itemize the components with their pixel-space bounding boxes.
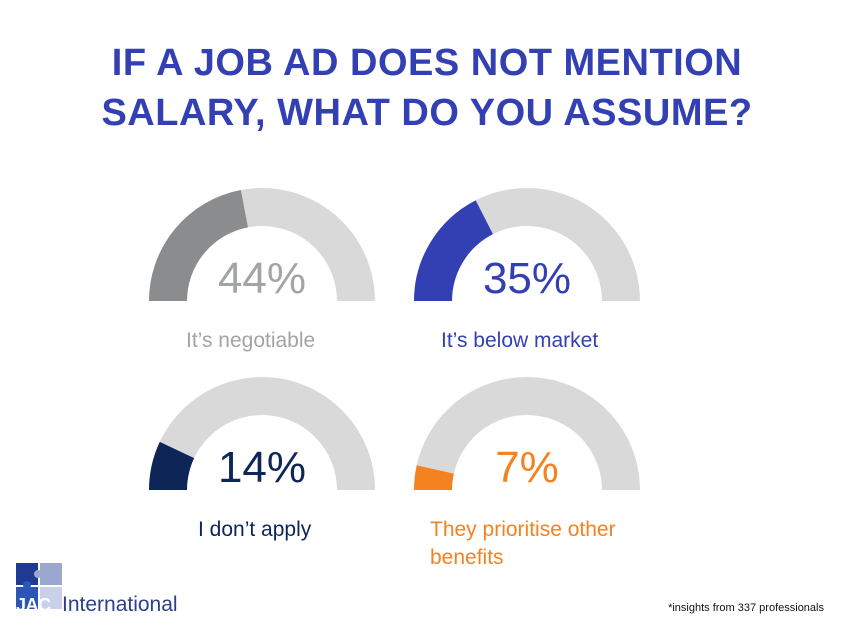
gauge-value-label: 35% [483, 254, 571, 303]
logo-name: International [62, 593, 178, 616]
gauge-value-arc [149, 441, 195, 491]
chart-title: IF A JOB AD DOES NOT MENTION SALARY, WHA… [0, 38, 854, 138]
gauge-value-arc [149, 190, 249, 302]
footnote: *insights from 337 professionals [668, 602, 824, 614]
gauge-label-other-benefits: They prioritise other benefits [430, 518, 616, 569]
gauge-value-label: 14% [218, 443, 306, 492]
gauge-value-label: 7% [495, 443, 559, 492]
gauge-value-arc [414, 465, 454, 491]
gauge-label-below-market: It’s below market [441, 329, 599, 352]
gauge-label-dont-apply: I don’t apply [198, 518, 312, 541]
gauge-track [414, 377, 640, 491]
gauge-value-label: 44% [218, 254, 306, 303]
puzzle-logo-icon [16, 563, 62, 609]
logo-mark: JAC [16, 595, 51, 615]
title-line-2: SALARY, WHAT DO YOU ASSUME? [101, 92, 753, 134]
gauge-label-negotiable: It’s negotiable [186, 329, 316, 352]
jac-international-logo: JAC International [14, 561, 204, 623]
gauge-track [149, 377, 375, 491]
gauge-0: 44% [149, 188, 375, 303]
gauge-value-arc [414, 200, 494, 302]
gauge-2: 14% [149, 377, 375, 492]
title-line-1: IF A JOB AD DOES NOT MENTION [111, 42, 743, 84]
gauge-1: 35% [414, 188, 640, 303]
gauge-3: 7% [414, 377, 640, 492]
